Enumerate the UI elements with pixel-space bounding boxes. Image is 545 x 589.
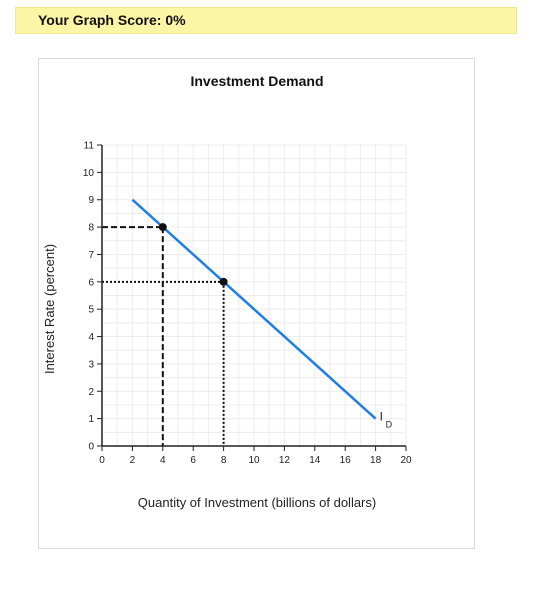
x-tick-label: 12 xyxy=(279,455,291,466)
y-tick-label: 0 xyxy=(88,442,94,453)
investment-demand-chart[interactable]: Investment Demand 0 2 4 6 8 10 12 14 16 18 2001234… xyxy=(39,59,474,548)
x-tick-label: 4 xyxy=(160,455,166,466)
data-point[interactable] xyxy=(158,223,167,232)
x-tick-label: 0 xyxy=(99,455,105,466)
x-tick-label: 14 xyxy=(309,455,321,466)
guide-lines xyxy=(102,226,225,446)
y-tick-label: 11 xyxy=(84,141,95,152)
chart-title: Investment Demand xyxy=(190,73,323,89)
x-axis-label: Quantity of Investment (billions of doll… xyxy=(138,495,376,510)
x-tick-label: 16 xyxy=(340,455,352,466)
points-layer[interactable] xyxy=(158,223,228,286)
x-tick-label: 18 xyxy=(370,455,382,466)
y-axis-label: Interest Rate (percent) xyxy=(42,244,57,374)
y-tick-label: 7 xyxy=(88,250,94,261)
y-tick-label: 1 xyxy=(88,414,94,425)
y-tick-label: 9 xyxy=(88,195,94,206)
demand-curve-label-subscript: D xyxy=(386,420,393,430)
x-tick-label: 2 xyxy=(130,455,136,466)
x-tick-label: 8 xyxy=(221,455,227,466)
grid-lines xyxy=(101,144,407,447)
x-tick-label: 6 xyxy=(190,455,196,466)
x-tick-label: 20 xyxy=(400,455,412,466)
data-point[interactable] xyxy=(219,277,228,286)
y-tick-label: 2 xyxy=(88,387,94,398)
demand-curve-label: I xyxy=(380,410,383,424)
axes xyxy=(97,144,407,451)
y-tick-label: 10 xyxy=(83,168,95,179)
y-tick-label: 6 xyxy=(88,277,94,288)
y-tick-label: 4 xyxy=(88,332,94,343)
graph-panel: Investment Demand 0 2 4 6 8 10 12 14 16 18 20 0 1 2 3 4… xyxy=(38,58,475,549)
y-tick-label: 3 xyxy=(88,359,94,370)
y-tick-label: 8 xyxy=(88,223,94,234)
investment-demand-line[interactable] xyxy=(131,198,377,420)
graph-score-label: Your Graph Score: 0% xyxy=(38,12,186,28)
series-layer[interactable]: ID xyxy=(131,198,393,430)
x-tick-label: 10 xyxy=(248,455,260,466)
y-tick-label: 5 xyxy=(88,305,94,316)
score-banner: Your Graph Score: 0% xyxy=(15,7,517,34)
